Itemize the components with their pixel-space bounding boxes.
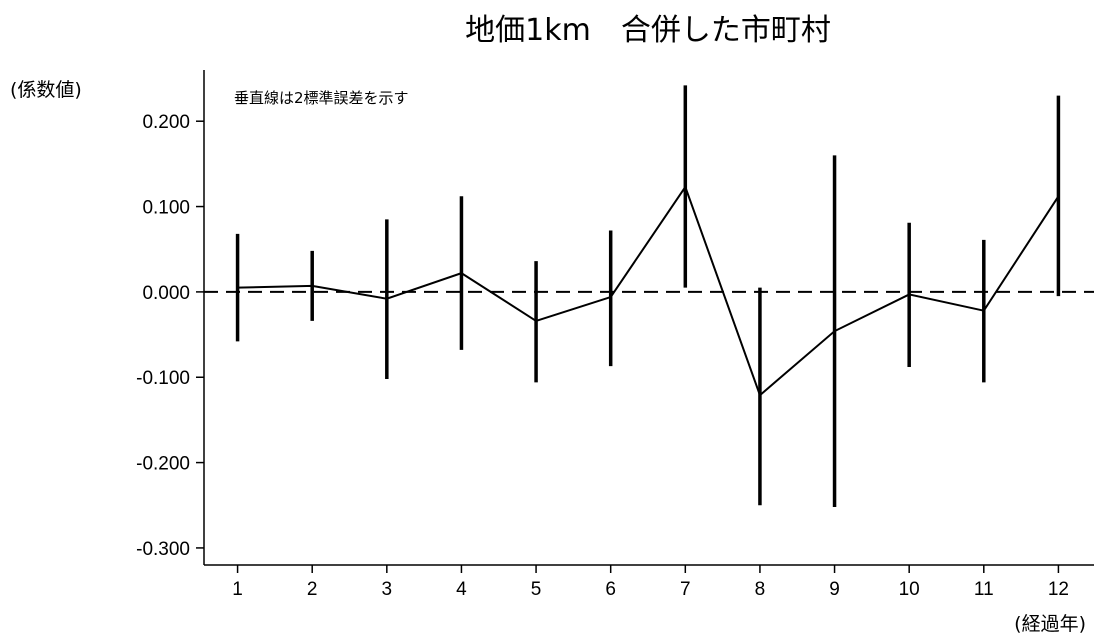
chart-title: 地価1km 合併した市町村: [465, 13, 831, 48]
y-ticks: 0.200 0.100 0.000 -0.100 -0.200 -0.300: [136, 112, 204, 560]
y-tick-label: 0.000: [142, 283, 190, 304]
x-ticks: 1 2 3 4 5 6 7 8 9 10 11 12: [232, 565, 1069, 600]
x-axis-label: (経過年): [1014, 613, 1086, 635]
x-tick-label: 4: [456, 579, 467, 600]
x-tick-label: 10: [899, 579, 920, 600]
y-tick-label: -0.300: [136, 539, 190, 560]
y-axis-label: (係数値): [10, 79, 82, 101]
y-tick-label: 0.100: [142, 198, 190, 219]
x-tick-label: 11: [974, 579, 994, 600]
x-tick-label: 3: [382, 579, 393, 600]
y-tick-label: -0.100: [136, 368, 190, 389]
x-tick-label: 7: [680, 579, 691, 600]
coefficient-line: [237, 184, 1060, 397]
x-tick-label: 8: [755, 579, 766, 600]
x-tick-label: 9: [829, 579, 840, 600]
y-tick-label: 0.200: [142, 112, 190, 133]
x-tick-label: 1: [232, 579, 243, 600]
x-tick-label: 6: [605, 579, 616, 600]
errorbar-note: 垂直線は2標準誤差を示す: [234, 89, 409, 107]
y-tick-label: -0.200: [136, 454, 190, 475]
x-tick-label: 5: [531, 579, 542, 600]
error-bars: [235, 85, 1061, 507]
x-tick-label: 12: [1048, 579, 1069, 600]
x-tick-label: 2: [307, 579, 318, 600]
